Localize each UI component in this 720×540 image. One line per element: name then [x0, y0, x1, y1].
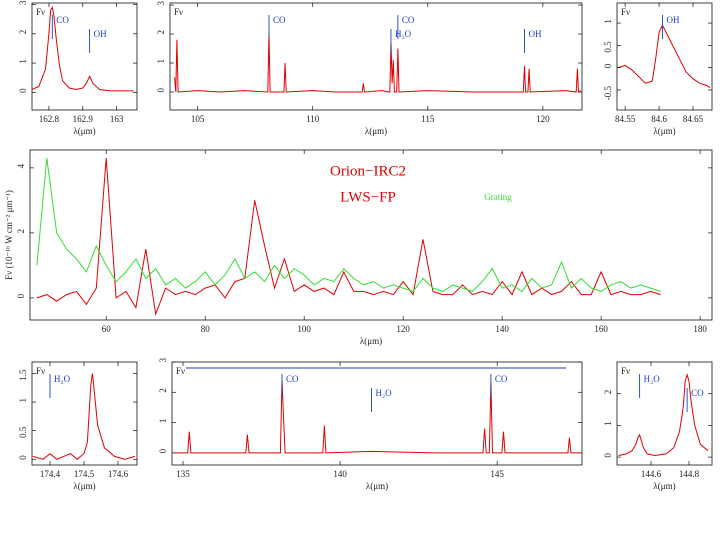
x-tick-label: 115	[421, 114, 435, 124]
y-axis-label: Fν	[36, 7, 45, 17]
x-tick-label: 105	[191, 114, 205, 124]
x-tick-label: 84.65	[683, 114, 704, 124]
x-tick-label: 160	[594, 324, 608, 334]
chart-title: Orion−IRC2	[330, 163, 406, 179]
y-tick-label: 2	[156, 30, 166, 35]
plot-frame	[171, 361, 583, 466]
y-tick-label: 1.5	[18, 369, 28, 381]
annotation-label: CO	[56, 15, 69, 25]
annotation-label: H₂O	[395, 29, 412, 39]
x-tick-label: 174.6	[108, 469, 129, 479]
annotation-label: CO	[691, 388, 704, 398]
x-tick-label: 84.6	[651, 114, 667, 124]
y-tick-label: 0.5	[18, 426, 28, 438]
x-axis-label: λ(μm)	[653, 481, 675, 491]
annotation-label: CO	[286, 374, 299, 384]
y-tick-label: 4	[16, 163, 26, 168]
y-tick-label: 1	[603, 19, 613, 24]
x-tick-label: 120	[396, 324, 410, 334]
y-tick-label: 3	[18, 0, 28, 5]
y-axis-label: Fν	[621, 366, 630, 376]
y-tick-label: 3	[158, 358, 168, 363]
plot-frame	[31, 2, 138, 111]
annotation-label: CO	[273, 15, 286, 25]
x-axis-label: λ(μm)	[360, 336, 382, 346]
x-axis-label: λ(μm)	[73, 481, 95, 491]
y-tick-label: 1	[156, 59, 166, 64]
y-tick-label: 1	[158, 419, 168, 424]
y-tick-label: 1	[18, 398, 28, 403]
plot-frame	[616, 361, 713, 466]
y-tick-label: 0	[156, 88, 166, 93]
plot-frame	[616, 2, 713, 111]
annotation-label: H₂O	[54, 374, 71, 384]
x-tick-label: 110	[306, 114, 320, 124]
spectrum-line	[618, 372, 709, 457]
annotation-label: H₂O	[644, 374, 661, 384]
y-axis-label: Fν (10⁻¹⁶ W cm⁻² μm⁻¹)	[4, 190, 14, 280]
y-axis-label: Fν	[176, 366, 185, 376]
y-axis-label: Fν	[174, 7, 183, 17]
y-tick-label: 0	[603, 453, 613, 458]
x-axis-label: λ(μm)	[653, 126, 675, 136]
spectrum-line	[36, 158, 661, 317]
plot-frame	[31, 361, 138, 466]
y-tick-label: 0	[18, 455, 28, 460]
y-tick-label: 0.5	[603, 41, 613, 53]
spectrum-line	[32, 373, 136, 460]
spectrum-line	[618, 24, 711, 89]
y-tick-label: 2	[16, 229, 26, 234]
y-tick-label: 1	[18, 59, 28, 64]
y-tick-label: 2	[18, 30, 28, 35]
x-tick-label: 180	[693, 324, 707, 334]
y-axis-label: Fν	[36, 366, 45, 376]
x-tick-label: 100	[297, 324, 311, 334]
x-tick-label: 140	[495, 324, 509, 334]
y-axis-label: Fν	[621, 7, 630, 17]
y-tick-label: -0.5	[603, 85, 613, 100]
y-tick-label: 0	[158, 448, 168, 453]
x-tick-label: 163	[110, 114, 124, 124]
y-tick-label: 0	[18, 88, 28, 93]
y-tick-label: 1	[603, 421, 613, 426]
y-tick-label: 3	[156, 1, 166, 6]
spectrum-line	[174, 33, 582, 93]
annotation-label: CO	[402, 15, 415, 25]
y-tick-label: 0	[603, 63, 613, 68]
x-tick-label: 144.6	[641, 469, 662, 479]
x-tick-label: 80	[201, 324, 211, 334]
x-tick-label: 84.55	[615, 114, 636, 124]
annotation-label: OH	[94, 29, 107, 39]
x-tick-label: 60	[102, 324, 112, 334]
y-tick-label: 2	[158, 388, 168, 393]
x-axis-label: λ(μm)	[73, 126, 95, 136]
x-tick-label: 145	[490, 469, 504, 479]
plot-frame	[29, 149, 713, 321]
x-tick-label: 162.8	[39, 114, 60, 124]
spectrum-line	[36, 158, 661, 293]
plot-frame	[169, 2, 583, 111]
spectrum-line	[31, 6, 134, 92]
y-tick-label: 0	[16, 293, 26, 298]
x-axis-label: λ(μm)	[366, 481, 388, 491]
annotation-label: CO	[495, 374, 508, 384]
x-axis-label: λ(μm)	[365, 126, 387, 136]
spectrum-line	[173, 380, 582, 454]
annotation-label: H₂O	[376, 388, 393, 398]
x-tick-label: 174.5	[74, 469, 95, 479]
x-tick-label: 120	[536, 114, 550, 124]
x-tick-label: 140	[333, 469, 347, 479]
legend-label: LWS−FP	[340, 189, 396, 205]
x-tick-label: 135	[176, 469, 190, 479]
legend-label: Grating	[484, 192, 512, 202]
x-tick-label: 144.8	[679, 469, 700, 479]
x-tick-label: 174.4	[40, 469, 61, 479]
annotation-label: OH	[666, 15, 679, 25]
annotation-label: OH	[528, 29, 541, 39]
x-tick-label: 162.9	[73, 114, 94, 124]
y-tick-label: 2	[603, 390, 613, 395]
